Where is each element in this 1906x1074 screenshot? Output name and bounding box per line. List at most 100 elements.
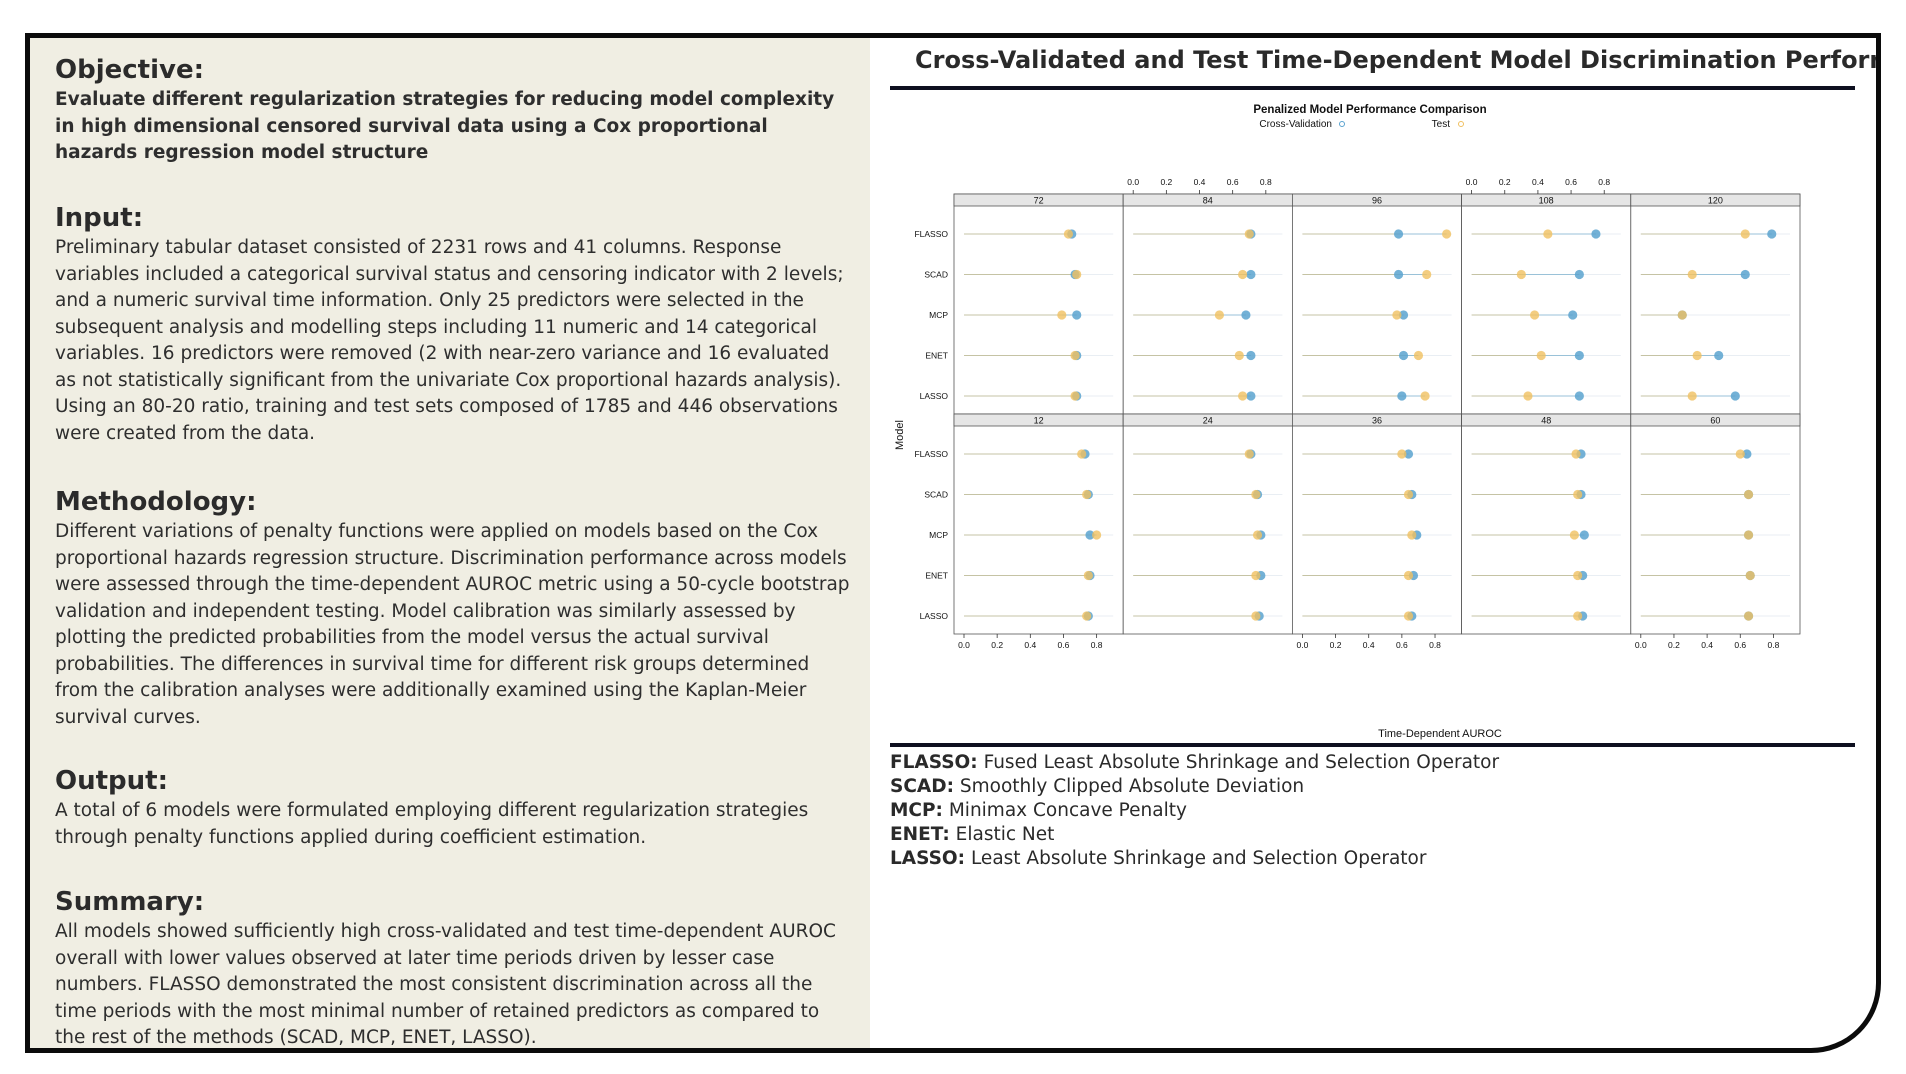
panel-frame [1630, 413, 1801, 635]
point-test-96-flasso [1442, 229, 1452, 239]
model-label-flasso: FLASSO [914, 229, 948, 239]
tick-label: 0.0 [1296, 640, 1308, 650]
tick-label: 0.6 [1565, 177, 1577, 187]
panel-frame [953, 413, 1124, 635]
point-cv-96-scad [1393, 269, 1404, 280]
panel-frame [1291, 193, 1462, 415]
panel-label-120: 120 [1708, 196, 1723, 206]
point-test-60-scad [1743, 489, 1754, 500]
point-test-24-enet [1251, 570, 1261, 581]
model-label-enet: ENET [925, 571, 948, 581]
panel-frame [1461, 193, 1632, 415]
abbreviation-legend: FLASSO: Fused Least Absolute Shrinkage a… [890, 751, 1850, 871]
point-test-60-flasso [1735, 449, 1745, 459]
point-cv-108-enet [1574, 350, 1584, 361]
point-test-72-flasso [1063, 229, 1074, 239]
point-cv-120-scad [1740, 269, 1750, 280]
panel-frame [1630, 193, 1801, 415]
point-cv-84-lasso [1246, 391, 1256, 401]
tick-label: 0.6 [1396, 640, 1408, 650]
tick-label: 0.8 [1429, 640, 1441, 650]
input-section: Input: Preliminary tabular dataset consi… [55, 201, 855, 447]
point-cv-84-enet [1246, 350, 1256, 361]
model-label-mcp: MCP [929, 310, 948, 320]
point-test-96-mcp [1392, 310, 1402, 320]
panel-title: Cross-Validated and Test Time-Dependent … [915, 46, 1881, 74]
point-test-12-enet [1083, 570, 1093, 581]
title-rule [890, 86, 1855, 90]
point-test-24-scad [1251, 489, 1261, 500]
legend-cv-marker [1339, 121, 1345, 127]
legend-item-scad: SCAD: Smoothly Clipped Absolute Deviatio… [890, 776, 1305, 797]
point-test-120-scad [1687, 269, 1697, 280]
point-test-108-enet [1536, 350, 1546, 361]
tick-label: 0.8 [1598, 177, 1610, 187]
point-test-36-scad [1403, 489, 1414, 500]
point-cv-108-flasso [1591, 229, 1601, 239]
methodology-section: Methodology: Different variations of pen… [55, 485, 855, 731]
point-cv-96-lasso [1397, 391, 1407, 401]
objective-section: Objective: Evaluate different regulariza… [55, 53, 855, 167]
legend-rule [890, 743, 1855, 747]
dotplot-chart: Penalized Model Performance Comparison C… [894, 104, 1801, 740]
panel-label-12: 12 [1034, 416, 1044, 426]
point-test-24-mcp [1252, 530, 1263, 540]
tick-label: 0.4 [1701, 640, 1713, 650]
tick-label: 0.2 [991, 640, 1003, 650]
tick-label: 0.6 [1227, 177, 1239, 187]
panel-frame [1461, 413, 1632, 635]
point-test-108-scad [1516, 269, 1526, 280]
tick-label: 0.0 [958, 640, 970, 650]
point-test-108-lasso [1523, 391, 1533, 401]
point-test-48-scad [1573, 489, 1583, 500]
tick-label: 0.2 [1160, 177, 1172, 187]
legend-cv-label: Cross-Validation [1259, 119, 1332, 130]
model-label-lasso: LASSO [920, 611, 949, 621]
legend-item-flasso: FLASSO: Fused Least Absolute Shrinkage a… [890, 752, 1500, 773]
point-test-84-flasso [1244, 229, 1254, 239]
model-label-mcp: MCP [929, 530, 948, 540]
point-test-72-enet [1070, 350, 1080, 361]
point-cv-96-mcp [1398, 310, 1409, 320]
point-test-84-scad [1238, 269, 1248, 280]
point-test-120-mcp [1677, 310, 1687, 320]
point-test-48-flasso [1571, 449, 1581, 459]
point-test-12-flasso [1077, 449, 1087, 459]
point-test-120-flasso [1740, 229, 1750, 239]
point-test-96-enet [1413, 350, 1424, 361]
output-section: Output: A total of 6 models were formula… [55, 764, 855, 851]
tick-label: 0.0 [1127, 177, 1139, 187]
point-cv-108-lasso [1574, 391, 1584, 401]
tick-label: 0.8 [1091, 640, 1103, 650]
panel-label-36: 36 [1372, 416, 1382, 426]
legend-test-marker [1458, 121, 1464, 127]
objective-text: Evaluate different regularization strate… [55, 89, 835, 163]
point-cv-108-scad [1574, 269, 1584, 280]
point-test-72-mcp [1057, 310, 1067, 320]
methodology-heading: Methodology: [55, 487, 257, 517]
point-cv-84-mcp [1241, 310, 1251, 320]
panel-frame [1122, 193, 1293, 415]
point-cv-96-enet [1398, 350, 1409, 361]
panel-label-84: 84 [1203, 196, 1213, 206]
point-test-12-mcp [1092, 530, 1102, 540]
input-heading: Input: [55, 203, 144, 233]
point-test-120-enet [1692, 350, 1702, 361]
point-test-96-scad [1422, 269, 1432, 280]
point-test-48-mcp [1569, 530, 1579, 540]
tick-label: 0.6 [1734, 640, 1746, 650]
output-text: A total of 6 models were formulated empl… [55, 800, 809, 848]
model-label-enet: ENET [925, 351, 948, 361]
model-label-lasso: LASSO [920, 391, 949, 401]
point-test-48-lasso [1573, 611, 1583, 621]
left-panel: Objective: Evaluate different regulariza… [30, 38, 870, 1048]
point-test-36-lasso [1403, 611, 1414, 621]
point-cv-36-flasso [1403, 449, 1414, 459]
summary-section: Summary: All models showed sufficiently … [55, 885, 855, 1048]
point-cv-120-lasso [1730, 391, 1740, 401]
model-label-flasso: FLASSO [914, 449, 948, 459]
point-test-60-lasso [1743, 611, 1754, 621]
model-label-scad: SCAD [924, 270, 948, 280]
point-cv-12-mcp [1085, 530, 1095, 540]
right-panel: Cross-Validated and Test Time-Dependent … [890, 38, 1881, 1048]
